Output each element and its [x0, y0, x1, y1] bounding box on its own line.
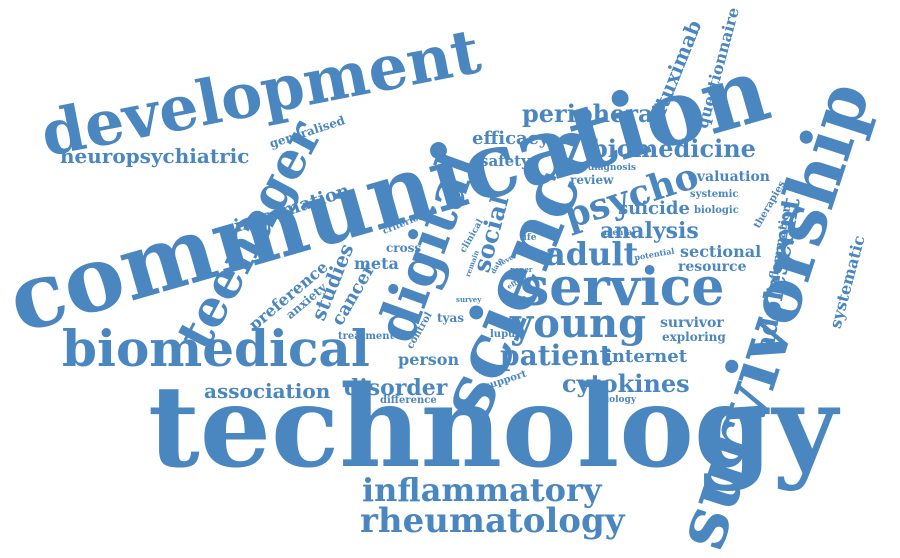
word-suicide: suicide	[618, 198, 690, 219]
word-analysis: analysis	[600, 218, 699, 244]
word-systemic: systemic	[690, 189, 739, 200]
word-neuropsychiatric: neuropsychiatric	[60, 144, 250, 168]
word-adult: adult	[545, 235, 639, 273]
word-disorder: disorder	[344, 375, 448, 401]
word-survey: survey	[456, 295, 482, 304]
word-resource: resource	[678, 259, 747, 275]
word-safety: safety	[480, 152, 530, 170]
word-inflammatory: inflammatory	[362, 471, 602, 509]
word-difference: difference	[380, 395, 437, 406]
word-biomedicine: biomedicine	[591, 134, 756, 163]
word-biologic: biologic	[694, 205, 739, 216]
word-service: service	[520, 257, 725, 318]
word-meta: meta	[354, 254, 399, 273]
word-exploring: exploring	[662, 330, 726, 344]
word-aetiology: aetiology	[590, 395, 637, 405]
word-efficacy: efficacy	[472, 128, 550, 149]
word-peripheral: peripheral	[522, 99, 663, 128]
word-mental: mental	[604, 227, 636, 237]
word-paper: paper	[510, 265, 533, 274]
word-survivor: survivor	[660, 315, 724, 331]
word-lupus: lupus	[490, 329, 521, 340]
word-treatment: treatment	[338, 331, 395, 342]
word-review: review	[570, 173, 614, 187]
word-tyas: tyas	[437, 311, 465, 325]
word-association: association	[204, 379, 331, 403]
word-evaluation: evaluation	[688, 169, 770, 185]
word-person: person	[398, 350, 460, 369]
word-rheumatology: rheumatology	[360, 501, 625, 541]
word-life: life	[520, 233, 537, 243]
word-cross: cross	[386, 241, 422, 255]
word-cytokines: cytokines	[562, 369, 690, 398]
word-internet: internet	[605, 346, 688, 367]
word-sectional: sectional	[680, 242, 762, 261]
word-technology: technology	[148, 362, 838, 493]
word-diagnosis: diagnosis	[588, 163, 636, 173]
word-patient: patient	[500, 339, 613, 372]
word-young: young	[510, 300, 647, 347]
word-biomedical: biomedical	[62, 319, 370, 378]
